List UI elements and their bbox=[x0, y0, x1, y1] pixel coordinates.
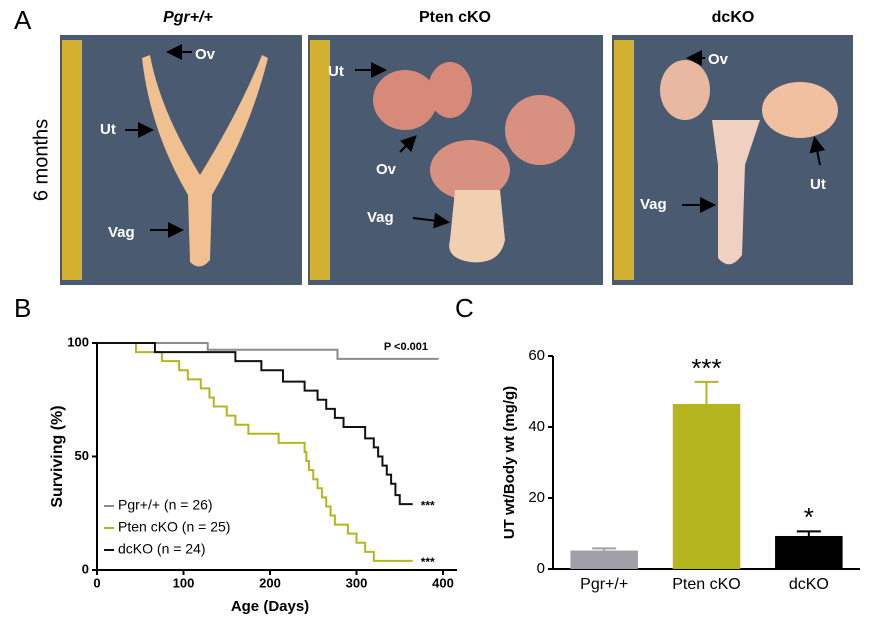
y-tick-label: 20 bbox=[528, 489, 545, 506]
significance: *** bbox=[421, 555, 435, 569]
x-tick-label: dcKO bbox=[789, 576, 829, 593]
x-axis-title: Age (Days) bbox=[231, 598, 309, 615]
photo-title: dcKO bbox=[712, 9, 755, 26]
bar bbox=[570, 550, 638, 569]
photo-annotation: Vag bbox=[367, 209, 394, 226]
survival-curve bbox=[97, 342, 439, 360]
x-tick-label: Pten cKO bbox=[672, 576, 740, 593]
x-tick-label: 0 bbox=[93, 575, 100, 590]
photo-annotation: Ov bbox=[376, 161, 397, 178]
y-tick-label: 0 bbox=[82, 561, 89, 576]
photo-annotation: Ov bbox=[195, 46, 216, 63]
y-tick-label: 40 bbox=[528, 418, 545, 435]
x-tick-label: 200 bbox=[259, 575, 281, 590]
photo: dcKO Ov Vag Ut bbox=[612, 9, 853, 285]
photo: Pgr+/+ Ov Ut Vag bbox=[60, 9, 302, 285]
row-label: 6 months bbox=[30, 119, 52, 201]
photo: Pten cKO Ut Ov Vag bbox=[308, 9, 603, 285]
bar bbox=[672, 403, 741, 569]
survival-curve bbox=[97, 342, 413, 562]
photo-annotation: Vag bbox=[108, 224, 135, 241]
y-tick-label: 50 bbox=[75, 448, 89, 463]
survival-curve bbox=[97, 342, 413, 506]
photo-annotation: Ut bbox=[328, 63, 344, 80]
annotation: P <0.001 bbox=[384, 341, 428, 353]
y-axis-title: UT wt/Body wt (mg/g) bbox=[501, 386, 518, 539]
y-axis-title: Surviving (%) bbox=[49, 405, 66, 507]
significance: *** bbox=[691, 353, 721, 383]
significance: *** bbox=[421, 498, 435, 512]
photo-annotation: Ut bbox=[100, 121, 116, 138]
photo-title: Pgr+/+ bbox=[163, 9, 213, 26]
x-tick-label: 100 bbox=[173, 575, 195, 590]
photo-annotation: Ov bbox=[708, 51, 729, 68]
panel-label: A bbox=[14, 5, 32, 35]
x-tick-label: 400 bbox=[432, 575, 454, 590]
y-tick-label: 0 bbox=[537, 560, 545, 577]
y-tick-label: 60 bbox=[528, 347, 545, 364]
panel-label: B bbox=[14, 293, 31, 323]
panel-label: C bbox=[455, 293, 474, 323]
bar bbox=[775, 535, 843, 569]
legend-label: Pten cKO (n = 25) bbox=[118, 519, 230, 535]
legend-label: Pgr+/+ (n = 26) bbox=[118, 497, 213, 513]
x-tick-label: 300 bbox=[346, 575, 368, 590]
significance: * bbox=[804, 502, 814, 532]
y-tick-label: 100 bbox=[67, 334, 89, 349]
photo-annotation: Ut bbox=[810, 176, 826, 193]
photo-annotation: Vag bbox=[640, 196, 667, 213]
photo-title: Pten cKO bbox=[419, 9, 491, 26]
x-tick-label: Pgr+/+ bbox=[580, 576, 628, 593]
legend-label: dcKO (n = 24) bbox=[118, 541, 206, 557]
